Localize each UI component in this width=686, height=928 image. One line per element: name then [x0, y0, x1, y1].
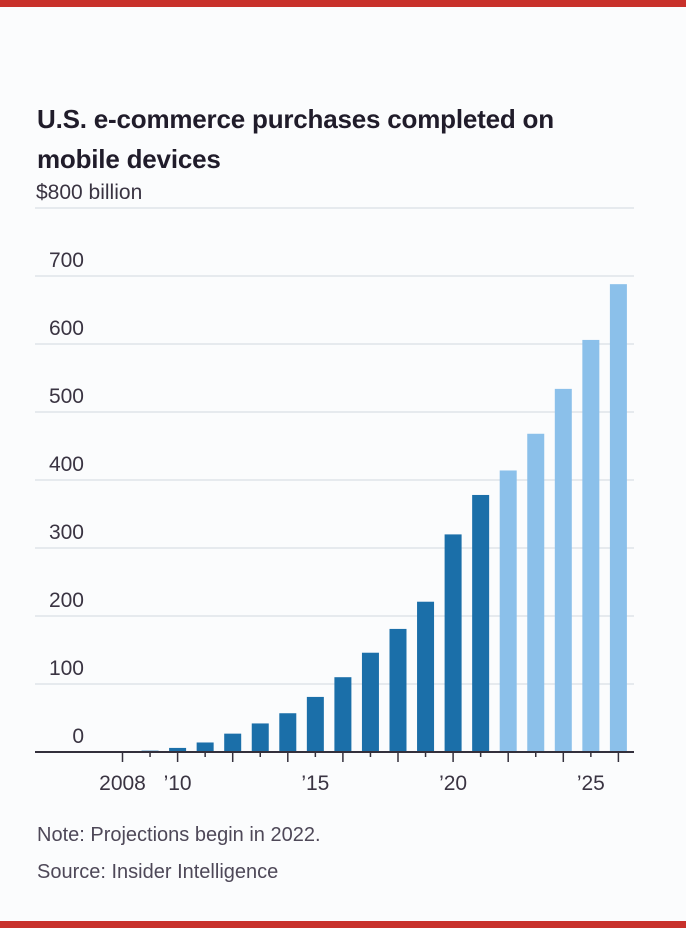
chart-footer: Note: Projections begin in 2022. Source:…	[37, 817, 637, 891]
y-tick-label: 500	[49, 385, 84, 408]
bar-2016	[334, 677, 352, 752]
bar-2021	[472, 494, 490, 752]
bar-projected-2024	[554, 388, 572, 752]
bar-2015	[306, 696, 324, 752]
chart-note: Note: Projections begin in 2022.	[37, 824, 321, 846]
chart-title-line1: U.S. e-commerce purchases completed on	[37, 104, 554, 135]
y-tick-label: 0	[72, 725, 84, 748]
bar-2020	[444, 534, 462, 752]
y-axis-unit-label: $800 billion	[36, 181, 142, 204]
x-tick-label: ’10	[164, 772, 192, 795]
bar-projected-2022	[499, 470, 517, 752]
y-tick-label: 700	[49, 249, 84, 272]
bar-2018	[389, 628, 407, 752]
bar-2019	[417, 601, 435, 752]
y-tick-label: 400	[49, 453, 84, 476]
x-tick-label: ’15	[301, 772, 329, 795]
chart-source: Source: Insider Intelligence	[37, 861, 279, 883]
chart-title: U.S. e-commerce purchases completed on m…	[37, 99, 647, 179]
x-tick-label: ’25	[577, 772, 605, 795]
bar-2013	[251, 723, 269, 752]
y-tick-label: 100	[49, 657, 84, 680]
y-tick-label: 200	[49, 589, 84, 612]
bar-projected-2023	[527, 433, 545, 752]
y-tick-label: 300	[49, 521, 84, 544]
top-accent-bar	[0, 0, 686, 7]
x-tick-label: ’20	[439, 772, 467, 795]
chart-title-line2: mobile devices	[37, 144, 221, 175]
bar-2010	[169, 747, 187, 752]
bar-projected-2026	[609, 284, 627, 752]
bar-2017	[361, 652, 379, 752]
bar-2011	[196, 742, 214, 752]
y-tick-label: 600	[49, 317, 84, 340]
bar-2012	[224, 733, 242, 752]
bar-projected-2025	[582, 339, 600, 752]
bottom-accent-bar	[0, 921, 686, 928]
bar-2014	[279, 713, 297, 752]
x-tick-label: 2008	[99, 772, 146, 795]
